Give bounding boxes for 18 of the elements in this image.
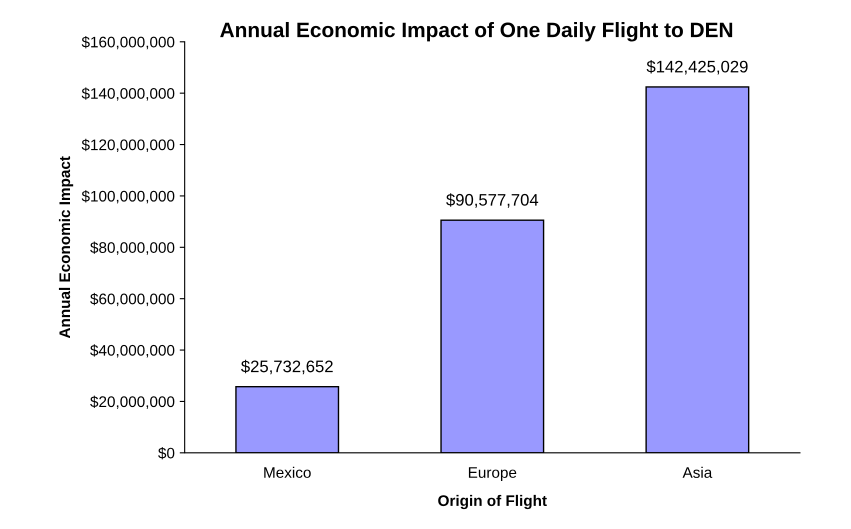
y-axis-title: Annual Economic Impact	[58, 156, 74, 338]
y-tick-label: $0	[158, 447, 174, 460]
data-label: $90,577,704	[446, 193, 538, 208]
y-tick-label: $80,000,000	[90, 242, 174, 255]
y-tick-label: $20,000,000	[90, 396, 174, 409]
y-tick-label: $120,000,000	[82, 138, 174, 152]
y-tick-label: $60,000,000	[90, 292, 174, 306]
y-tick-label: $40,000,000	[90, 344, 174, 358]
x-axis-title: Origin of Flight	[438, 494, 547, 510]
x-tick-label: Mexico	[264, 466, 311, 478]
x-tick-label: Europe	[468, 467, 516, 481]
y-tick-label: $100,000,000	[82, 190, 174, 204]
data-label: $142,425,029	[646, 60, 748, 75]
y-tick-label: $160,000,000	[82, 36, 174, 50]
x-tick-label: Asia	[682, 466, 712, 478]
chart-title: Annual Economic Impact of One Daily Flight to DEN	[220, 22, 732, 42]
y-tick-label: $140,000,000	[82, 87, 174, 101]
data-label: $25,732,652	[241, 360, 333, 374]
